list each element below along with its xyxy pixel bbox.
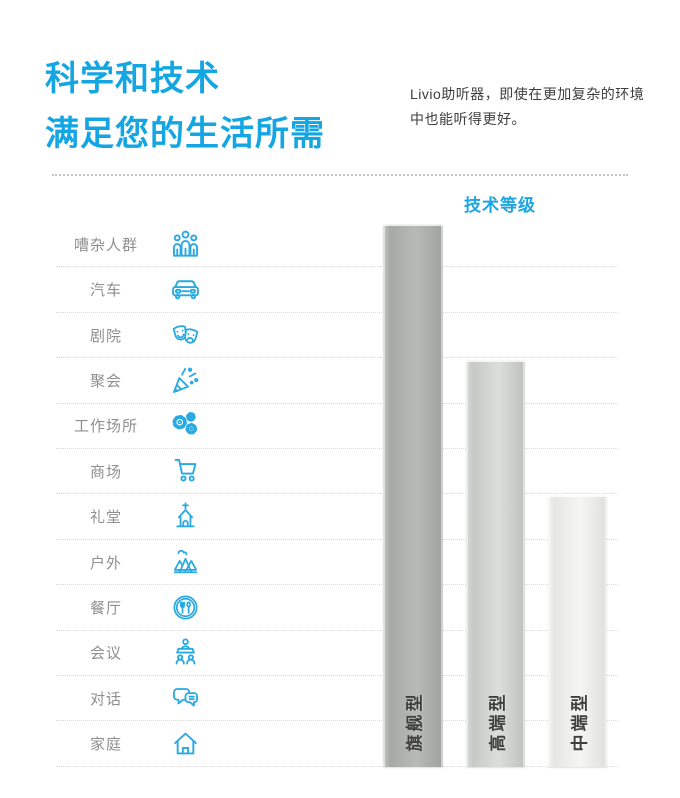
list-item-conversation: 对话 <box>56 676 618 722</box>
scenario-label: 工作场所 <box>73 418 138 436</box>
bar-high-end: 高端型 <box>466 360 525 767</box>
house-icon <box>164 727 206 760</box>
list-item-restaurant: 餐厅 <box>56 585 618 631</box>
list-item-outdoors: 户外 <box>56 540 618 586</box>
scenario-label: 嘈杂人群 <box>73 236 138 254</box>
list-item-car: 汽车 <box>56 267 618 313</box>
list-item-workplace: 工作场所 <box>56 404 618 450</box>
chat-bubbles-icon <box>164 682 206 715</box>
page-title-line1: 科学和技术 <box>45 60 220 98</box>
list-item-home: 家庭 <box>56 721 618 767</box>
car-icon <box>164 273 206 306</box>
subtitle-text: Livio助听器，即使在更加复杂的环境中也能听得更好。 <box>410 86 645 127</box>
scenario-label: 聚会 <box>89 372 122 390</box>
bar-label-flagship: 旗舰型 <box>405 691 425 752</box>
party-popper-icon <box>164 364 206 397</box>
bar-mid-range: 中端型 <box>548 495 607 767</box>
bar-label-mid-range: 中端型 <box>570 691 589 752</box>
list-item-mall: 商场 <box>56 449 618 495</box>
list-item-crowd: 嘈杂人群 <box>56 222 618 268</box>
gears-icon <box>164 409 206 442</box>
scenario-label: 会议 <box>89 645 122 663</box>
list-item-meeting: 会议 <box>56 631 618 677</box>
scenario-list: 嘈杂人群 汽车 <box>56 222 618 767</box>
shopping-cart-icon <box>164 455 206 488</box>
scenario-label: 家庭 <box>89 736 122 754</box>
scenario-label: 户外 <box>89 554 122 572</box>
list-item-auditorium: 礼堂 <box>56 494 618 540</box>
crowd-icon <box>164 228 206 261</box>
restaurant-icon <box>164 591 206 624</box>
scenario-label: 剧院 <box>89 327 122 345</box>
bar-flagship: 旗舰型 <box>383 224 443 767</box>
dotted-divider <box>52 174 628 176</box>
scenario-label: 汽车 <box>89 282 122 300</box>
trees-icon <box>164 546 206 579</box>
scenario-label: 对话 <box>89 690 122 708</box>
bar-label-high-end: 高端型 <box>488 691 507 752</box>
scenario-label: 餐厅 <box>89 599 122 617</box>
list-item-party: 聚会 <box>56 358 618 404</box>
church-icon <box>164 500 206 533</box>
meeting-icon <box>164 636 206 669</box>
chart-axis-label: 技术等级 <box>464 196 536 215</box>
theater-masks-icon <box>164 319 206 352</box>
scenario-label: 商场 <box>89 463 122 481</box>
page-title: 科学和技术 满足您的生活所需 <box>45 52 325 162</box>
page-title-line2: 满足您的生活所需 <box>45 115 325 153</box>
list-item-theater: 剧院 <box>56 313 618 359</box>
scenario-label: 礼堂 <box>89 509 122 527</box>
